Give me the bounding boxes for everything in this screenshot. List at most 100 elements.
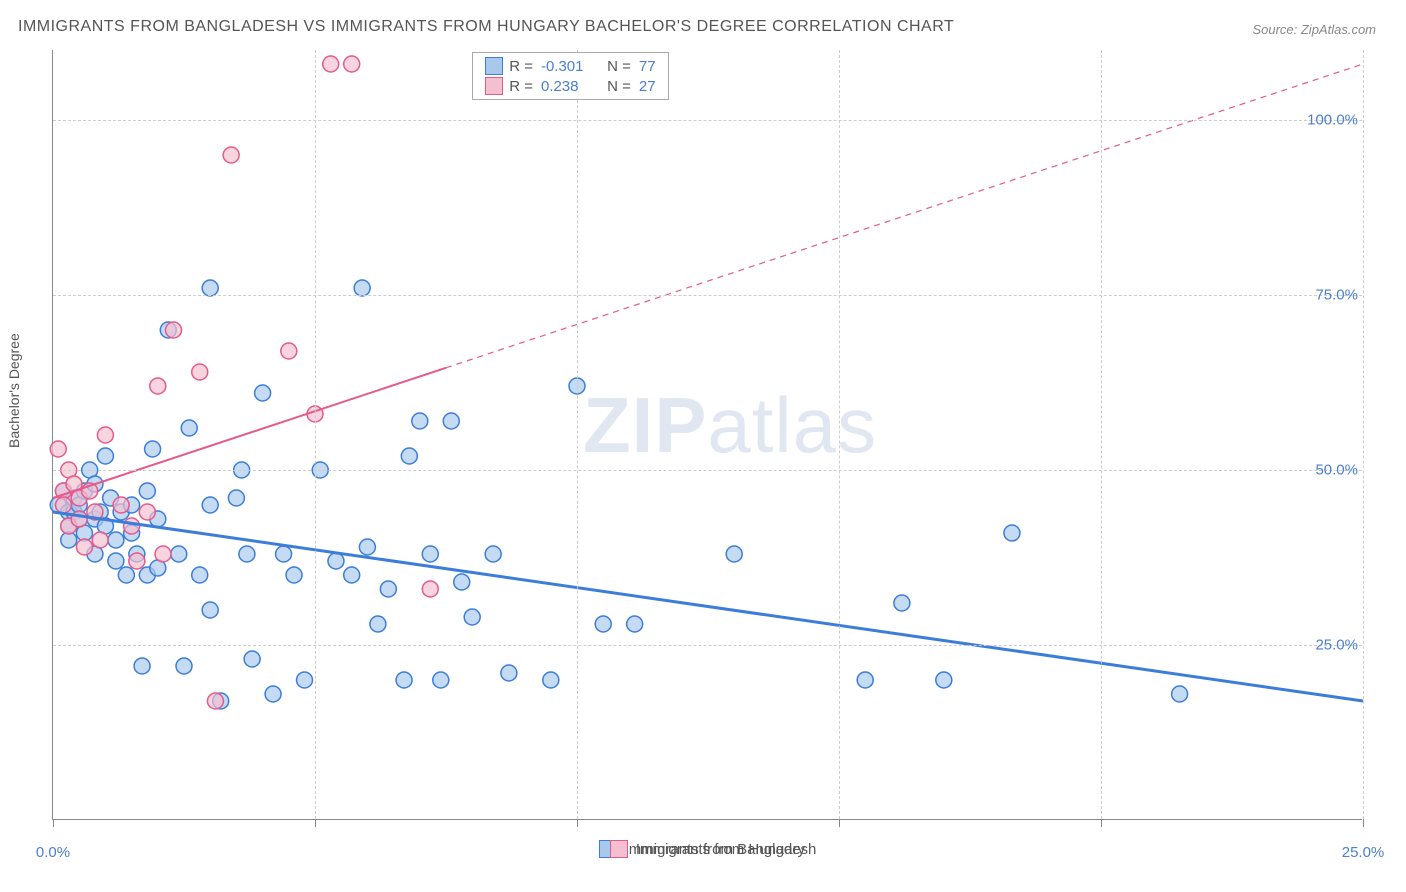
regression-line (53, 512, 1363, 701)
scatter-point (297, 672, 313, 688)
scatter-point (1004, 525, 1020, 541)
scatter-point (370, 616, 386, 632)
scatter-point (71, 511, 87, 527)
legend-swatch (485, 77, 503, 95)
scatter-point (139, 483, 155, 499)
legend-item: Immigrants from Hungary (610, 840, 805, 858)
scatter-point (192, 567, 208, 583)
scatter-point (76, 539, 92, 555)
scatter-point (543, 672, 559, 688)
y-tick-label: 75.0% (1315, 287, 1358, 304)
gridline-horizontal (53, 120, 1362, 121)
scatter-point (1172, 686, 1188, 702)
scatter-point (276, 546, 292, 562)
plot-area: ZIPatlas 25.0%50.0%75.0%100.0%0.0%25.0%R… (52, 50, 1362, 820)
scatter-point (171, 546, 187, 562)
scatter-point (464, 609, 480, 625)
scatter-point (354, 280, 370, 296)
scatter-point (894, 595, 910, 611)
x-tick-label: 0.0% (36, 844, 70, 861)
x-tick-mark (315, 819, 316, 827)
x-tick-mark (1101, 819, 1102, 827)
scatter-point (129, 553, 145, 569)
gridline-horizontal (53, 470, 1362, 471)
scatter-point (118, 567, 134, 583)
scatter-point (134, 658, 150, 674)
scatter-point (108, 532, 124, 548)
legend-label: Immigrants from Hungary (636, 841, 805, 858)
legend-swatch (485, 57, 503, 75)
scatter-point (145, 441, 161, 457)
gridline-horizontal (53, 645, 1362, 646)
scatter-point (176, 658, 192, 674)
scatter-point (255, 385, 271, 401)
stats-box: R =-0.301 N =77R =0.238 N =27 (472, 52, 668, 100)
scatter-point (265, 686, 281, 702)
scatter-point (344, 567, 360, 583)
scatter-point (50, 441, 66, 457)
scatter-point (202, 602, 218, 618)
source-attribution: Source: ZipAtlas.com (1252, 22, 1376, 37)
scatter-point (627, 616, 643, 632)
x-tick-label: 25.0% (1342, 844, 1385, 861)
scatter-point (422, 581, 438, 597)
scatter-point (396, 672, 412, 688)
regression-line-dashed (446, 64, 1363, 368)
scatter-point (281, 343, 297, 359)
scatter-point (108, 553, 124, 569)
scatter-point (244, 651, 260, 667)
scatter-point (97, 448, 113, 464)
chart-title: IMMIGRANTS FROM BANGLADESH VS IMMIGRANTS… (18, 18, 954, 36)
scatter-point (412, 413, 428, 429)
stats-r-value: -0.301 (541, 58, 597, 75)
scatter-point (228, 490, 244, 506)
gridline-vertical (1101, 50, 1102, 819)
scatter-point (323, 56, 339, 72)
stats-row: R = -0.301 N = 77 (485, 57, 655, 75)
stats-r-label: R = (509, 78, 533, 95)
legend-swatch (610, 840, 628, 858)
scatter-point (595, 616, 611, 632)
x-tick-mark (1363, 819, 1364, 827)
scatter-point (286, 567, 302, 583)
scatter-point (55, 497, 71, 513)
scatter-point (124, 518, 140, 534)
scatter-point (97, 427, 113, 443)
stats-n-value: 27 (639, 78, 656, 95)
scatter-point (207, 693, 223, 709)
scatter-point (443, 413, 459, 429)
scatter-point (936, 672, 952, 688)
x-tick-mark (53, 819, 54, 827)
gridline-vertical (839, 50, 840, 819)
scatter-point (857, 672, 873, 688)
stats-n-label: N = (603, 58, 631, 75)
scatter-point (155, 546, 171, 562)
scatter-point (422, 546, 438, 562)
stats-r-label: R = (509, 58, 533, 75)
scatter-point (401, 448, 417, 464)
scatter-point (202, 497, 218, 513)
scatter-point (454, 574, 470, 590)
scatter-point (192, 364, 208, 380)
scatter-point (380, 581, 396, 597)
scatter-point (139, 504, 155, 520)
stats-r-value: 0.238 (541, 78, 597, 95)
scatter-point (726, 546, 742, 562)
scatter-point (181, 420, 197, 436)
y-tick-label: 100.0% (1307, 112, 1358, 129)
gridline-vertical (1363, 50, 1364, 819)
x-tick-mark (839, 819, 840, 827)
scatter-point (150, 378, 166, 394)
y-tick-label: 50.0% (1315, 462, 1358, 479)
gridline-vertical (577, 50, 578, 819)
x-tick-mark (577, 819, 578, 827)
scatter-point (223, 147, 239, 163)
scatter-point (202, 280, 218, 296)
scatter-point (485, 546, 501, 562)
stats-n-value: 77 (639, 58, 656, 75)
gridline-horizontal (53, 295, 1362, 296)
y-axis-label: Bachelor's Degree (6, 333, 22, 448)
chart-svg (53, 50, 1363, 820)
gridline-vertical (315, 50, 316, 819)
scatter-point (92, 532, 108, 548)
